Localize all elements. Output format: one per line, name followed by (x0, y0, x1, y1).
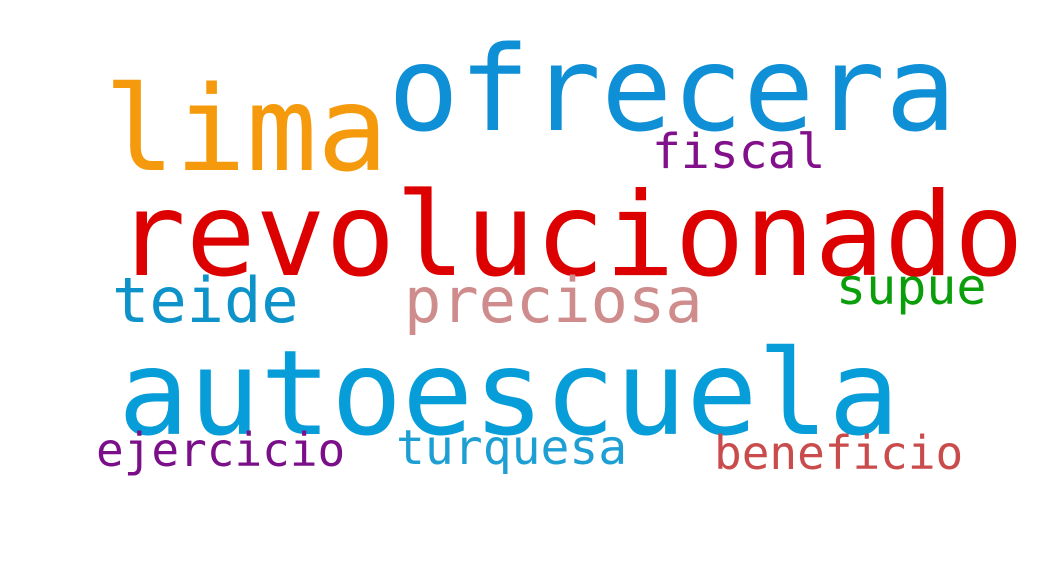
word-ofrecera: ofrecera (388, 20, 957, 158)
word-preciosa: preciosa (404, 264, 703, 337)
word-revolucionado: revolucionado (116, 168, 1024, 303)
word-ejercicio: ejercicio (96, 423, 346, 477)
word-lima: lima (104, 60, 389, 198)
word-beneficio: beneficio (714, 426, 964, 480)
word-supue: supue (836, 258, 987, 316)
word-teide: teide (112, 264, 299, 337)
word-fiscal: fiscal (652, 124, 826, 180)
word-autoescuela: autoescuela (118, 324, 900, 462)
word-turquesa: turquesa (396, 420, 628, 476)
